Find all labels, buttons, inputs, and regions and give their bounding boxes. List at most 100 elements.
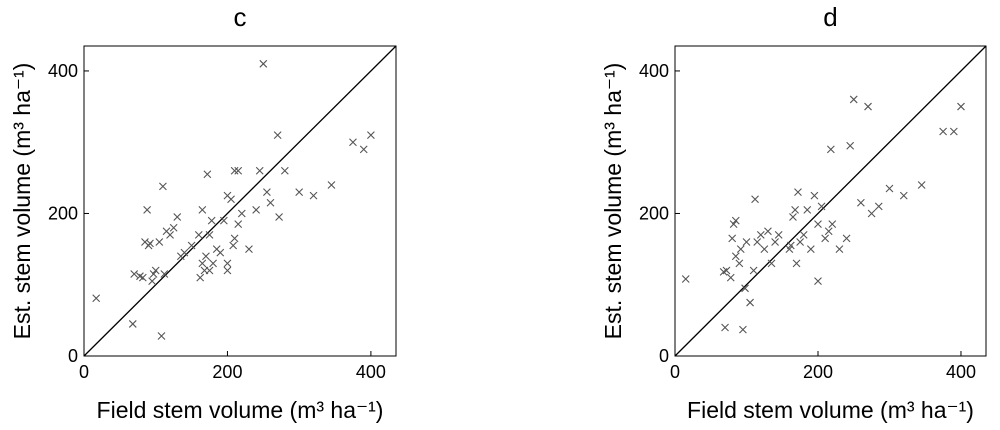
point (234, 166, 243, 175)
point (359, 145, 368, 154)
point (223, 259, 232, 268)
point (255, 166, 264, 175)
point (771, 238, 779, 246)
point (160, 270, 169, 278)
point (753, 238, 762, 246)
point (681, 275, 690, 283)
point (764, 227, 772, 236)
point (846, 141, 855, 150)
point (817, 202, 826, 211)
point (751, 195, 759, 204)
point (792, 259, 801, 268)
point (885, 184, 894, 193)
point (864, 102, 872, 111)
point (721, 323, 729, 332)
point (159, 182, 167, 191)
point (814, 220, 822, 229)
point (180, 248, 189, 257)
point (266, 198, 275, 207)
point (219, 216, 228, 225)
point (223, 266, 232, 275)
point (736, 245, 745, 253)
point (237, 209, 246, 218)
x-tick-label: 400 (356, 362, 386, 382)
point (166, 230, 174, 239)
point (796, 238, 805, 246)
point (259, 59, 268, 68)
point (209, 259, 217, 268)
point (867, 209, 876, 218)
point (828, 220, 837, 229)
point (207, 216, 216, 225)
point (234, 220, 243, 229)
point (146, 239, 154, 248)
point (157, 332, 166, 340)
point (741, 284, 749, 293)
point (187, 241, 196, 250)
point (794, 188, 802, 196)
point (148, 277, 157, 286)
one-to-one-line (674, 45, 987, 357)
point (722, 266, 731, 275)
chart-title: c (234, 2, 247, 32)
point (789, 213, 797, 221)
point (774, 230, 783, 239)
y-tick-label: 0 (68, 346, 78, 366)
y-tick-label: 200 (48, 203, 78, 223)
point (205, 266, 214, 275)
point (726, 273, 735, 282)
point (205, 230, 214, 239)
x-tick-label: 400 (946, 362, 976, 382)
point (842, 234, 851, 243)
point (799, 230, 808, 239)
point (791, 206, 799, 214)
point (939, 127, 947, 136)
point (194, 230, 203, 239)
point (149, 270, 158, 278)
point (203, 170, 212, 179)
y-axis-label: Est. stem volume (m³ ha⁻¹) (9, 63, 35, 340)
y-tick-label: 400 (48, 61, 78, 81)
point (216, 248, 225, 257)
point (202, 252, 210, 261)
point (835, 245, 844, 253)
point (742, 238, 751, 246)
point (814, 277, 822, 286)
point (151, 266, 160, 275)
point (130, 270, 139, 278)
point (917, 181, 926, 189)
point (128, 320, 137, 328)
point (230, 234, 239, 243)
point (263, 188, 271, 196)
x-tick-label: 0 (670, 362, 680, 382)
point (746, 298, 754, 307)
one-to-one-line (83, 45, 397, 357)
point (92, 294, 101, 303)
point (767, 259, 776, 268)
point (749, 266, 758, 275)
point (806, 245, 815, 253)
point (367, 131, 375, 139)
point (731, 252, 740, 261)
point (198, 259, 207, 268)
point (198, 206, 207, 214)
point (760, 245, 769, 253)
point (275, 213, 283, 221)
point (143, 206, 152, 214)
point (169, 223, 178, 232)
y-tick-label: 400 (639, 61, 669, 81)
point (899, 191, 908, 200)
point (349, 138, 357, 147)
x-axis-label: Field stem volume (m³ ha⁻¹) (687, 397, 974, 423)
y-tick-label: 200 (639, 203, 669, 223)
point (729, 220, 738, 229)
x-tick-label: 0 (79, 362, 89, 382)
point (138, 273, 147, 282)
point (229, 241, 238, 250)
point (874, 202, 883, 211)
chart-title: d (823, 2, 837, 32)
point (756, 230, 765, 239)
point (728, 234, 737, 243)
point (735, 259, 744, 268)
plot-area (83, 45, 397, 357)
